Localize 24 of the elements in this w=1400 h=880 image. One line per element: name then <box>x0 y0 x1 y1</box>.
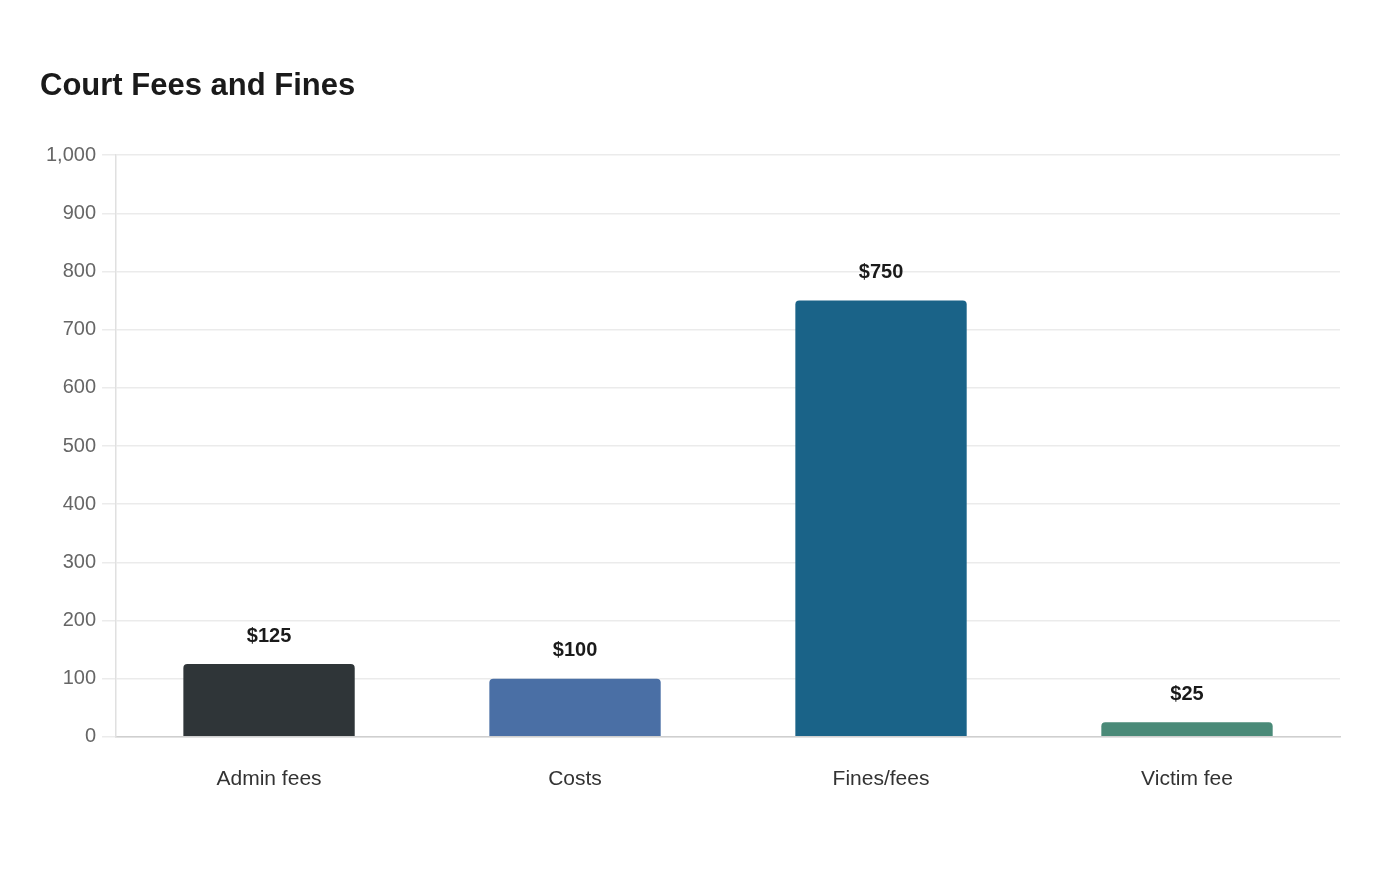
y-tick-label: 600 <box>62 375 97 398</box>
data-label: $25 <box>1170 681 1204 704</box>
bar <box>1101 722 1273 737</box>
y-tick-label: 700 <box>62 317 97 340</box>
data-label: $125 <box>246 623 292 646</box>
data-label: $100 <box>552 638 598 661</box>
y-tick-label: 100 <box>62 666 97 689</box>
y-tick-label: 0 <box>84 724 97 747</box>
x-tick-label: Admin fees <box>216 766 322 790</box>
data-label: $750 <box>858 260 904 283</box>
bar <box>183 664 355 737</box>
y-tick-label: 500 <box>62 433 97 456</box>
x-tick-label: Costs <box>548 766 602 790</box>
y-tick-label: 900 <box>62 200 97 223</box>
y-tick-label: 800 <box>62 259 97 282</box>
bar <box>795 300 967 737</box>
y-tick-label: 300 <box>62 549 97 572</box>
y-tick-label: 200 <box>62 608 97 630</box>
y-tick-label: 1,000 <box>45 142 97 165</box>
x-tick-label: Victim fee <box>1141 766 1233 790</box>
chart-title: Court Fees and Fines <box>40 67 356 103</box>
x-tick-label: Fines/fees <box>832 766 930 790</box>
bar <box>489 678 661 737</box>
y-tick-label: 400 <box>62 491 97 514</box>
